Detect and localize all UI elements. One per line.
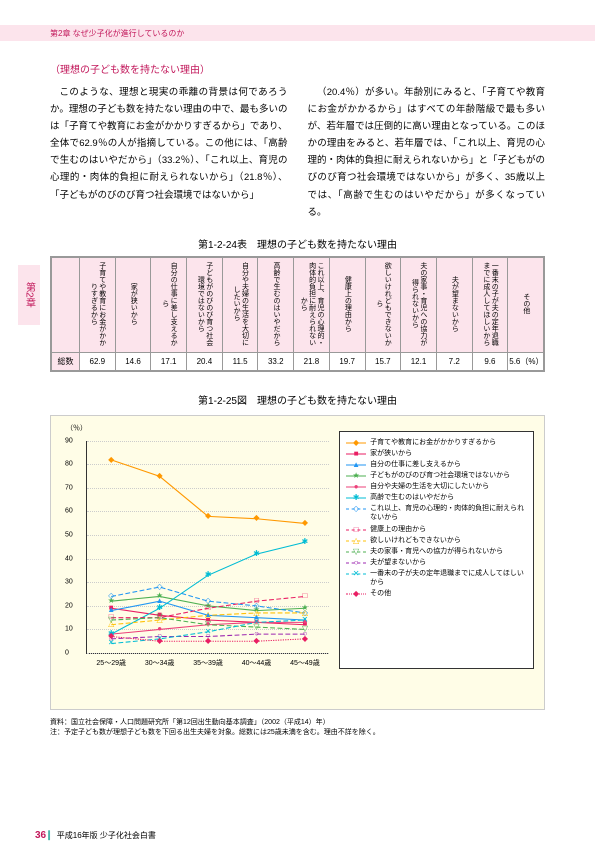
y-axis-unit: （％） <box>66 423 87 433</box>
table-header: 自分の仕事に差し支えるから <box>151 257 187 352</box>
table-header: 夫の家事・育児への協力が得られないから <box>401 257 437 352</box>
page-footer: 36 ▎ 平成16年版 少子化社会白書 <box>35 830 156 841</box>
table-title: 第1-2-24表 理想の子ども数を持たない理由 <box>50 236 545 251</box>
table-header: 子どもがのびのび育つ社会環境ではないから <box>187 257 223 352</box>
main-content: （理想の子ども数を持たない理由） このような、理想と現実の乖離の背景は何であろう… <box>0 41 595 737</box>
table-header: 夫が望まないから <box>436 257 472 352</box>
table-cell: 19.7 <box>329 352 365 370</box>
body-right-column: （20.4％）が多い。年齢別にみると、「子育てや教育にお金がかかるから」はすべて… <box>308 84 546 221</box>
body-columns: このような、理想と現実の乖離の背景は何であろうか。理想の子ども数を持たない理由の… <box>50 84 545 221</box>
legend-item: ◆その他 <box>346 589 527 598</box>
table-header: その他 <box>508 257 544 352</box>
chart-plot-area: （％） 010203040506070809025～29歳30～34歳35～39… <box>86 431 329 669</box>
legend-item: ○夫が望まないから <box>346 558 527 567</box>
table-cell: 9.6 <box>472 352 508 370</box>
table-row-label: 総数 <box>52 352 80 370</box>
table-cell: 11.5 <box>222 352 258 370</box>
legend-item: ◇これ以上、育児の心理的・肉体的負担に耐えられないから <box>346 504 527 522</box>
table-cell: 12.1 <box>401 352 437 370</box>
legend-item: ✕一番末の子が夫の定年退職までに成人してほしいから <box>346 569 527 587</box>
table-cell: 33.2 <box>258 352 294 370</box>
page-number: 36 <box>35 830 46 841</box>
table-header: 自分や夫婦の生活を大切にしたいから <box>222 257 258 352</box>
legend-item: ★子どもがのびのび育つ社会環境ではないから <box>346 471 527 480</box>
chapter-header: 第2章 なぜ少子化が進行しているのか <box>0 25 595 41</box>
table-cell: 5.6（%） <box>508 352 544 370</box>
table-cell: 14.6 <box>115 352 151 370</box>
footer-bar: ▎ <box>48 831 54 840</box>
table-cell: 20.4 <box>187 352 223 370</box>
legend-item: △欲しいけれどもできないから <box>346 536 527 545</box>
legend-item: ▽夫の家事・育児への協力が得られないから <box>346 547 527 556</box>
table-header: 家が狭いから <box>115 257 151 352</box>
table-header: 健康上の理由から <box>329 257 365 352</box>
table-header: これ以上︑育児の心理的・肉体的負担に耐えられないから <box>294 257 330 352</box>
table-cell: 15.7 <box>365 352 401 370</box>
table-cell: 17.1 <box>151 352 187 370</box>
chart-title: 第1-2-25図 理想の子ども数を持たない理由 <box>50 392 545 407</box>
chart-legend: ◆子育てや教育にお金がかかりすぎるから ■家が狭いから ▲自分の仕事に差し支えるから… <box>339 431 534 669</box>
table-header: 高齢で生むのはいやだから <box>258 257 294 352</box>
legend-item: ■家が狭いから <box>346 449 527 458</box>
table-header: 子育てや教育にお金がかかりすぎるから <box>80 257 116 352</box>
chapter-header-label: 第2章 なぜ少子化が進行しているのか <box>50 28 184 39</box>
legend-item: ◆子育てや教育にお金がかかりすぎるから <box>346 438 527 447</box>
legend-item: ●自分や夫婦の生活を大切にしたいから <box>346 482 527 491</box>
reason-table: 子育てや教育にお金がかかりすぎるから家が狭いから自分の仕事に差し支えるから子ども… <box>50 256 545 372</box>
reason-chart: （％） 010203040506070809025～29歳30～34歳35～39… <box>50 415 545 710</box>
body-left-column: このような、理想と現実の乖離の背景は何であろうか。理想の子ども数を持たない理由の… <box>50 84 288 221</box>
chapter-tab: 第2章 <box>18 265 40 325</box>
table-cell: 7.2 <box>436 352 472 370</box>
table-cell: 21.8 <box>294 352 330 370</box>
table-header: 欲しいけれどもできないから <box>365 257 401 352</box>
table-header: 一番末の子が夫の定年退職までに成人してほしいから <box>472 257 508 352</box>
legend-item: ▲自分の仕事に差し支えるから <box>346 460 527 469</box>
chart-footnote: 資料：国立社会保障・人口問題研究所「第12回出生動向基本調査」（2002（平成1… <box>50 718 545 738</box>
legend-item: ✱高齢で生むのはいやだから <box>346 493 527 502</box>
footer-title: 平成16年版 少子化社会白書 <box>57 831 156 840</box>
section-subtitle: （理想の子ども数を持たない理由） <box>50 61 545 76</box>
legend-item: □健康上の理由から <box>346 525 527 534</box>
table-cell: 62.9 <box>80 352 116 370</box>
